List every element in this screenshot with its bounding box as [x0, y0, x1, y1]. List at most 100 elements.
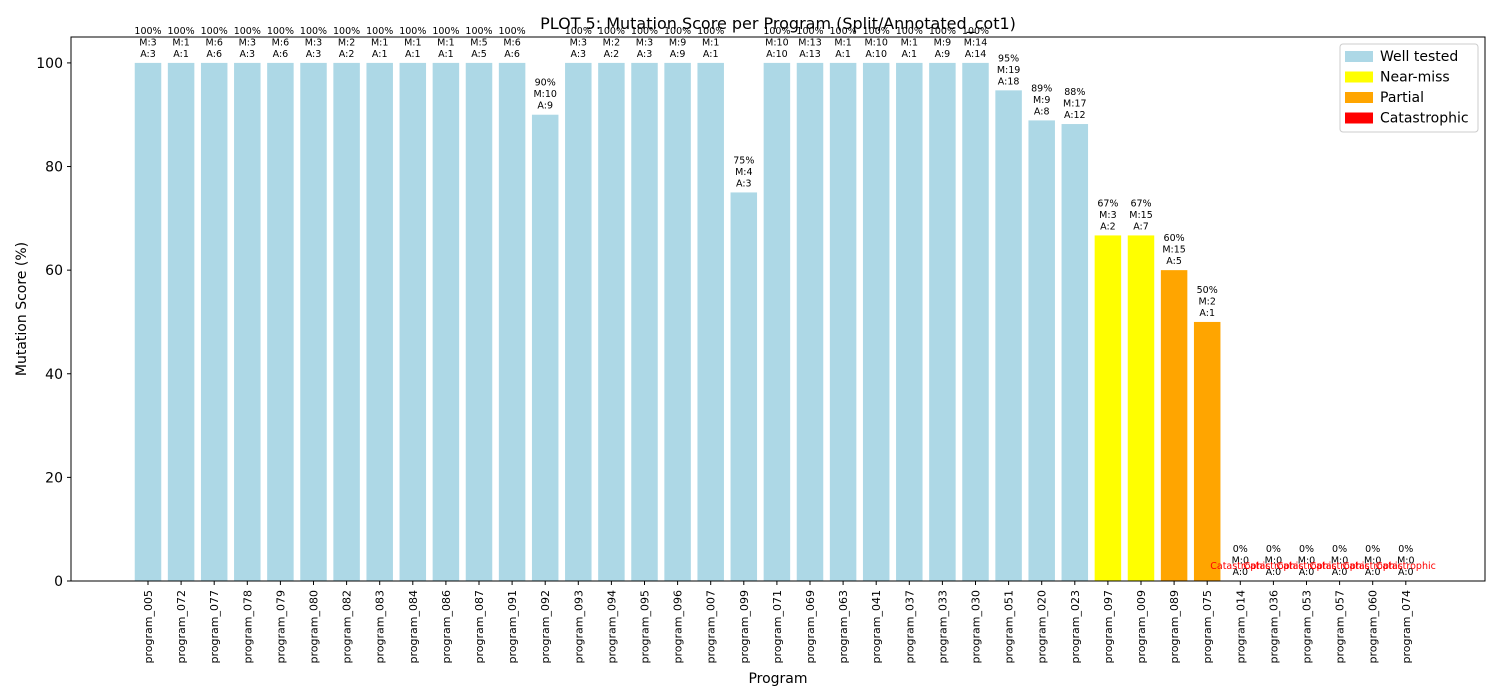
bar-annotation: 67%	[1130, 198, 1151, 209]
bar-annotation: 88%	[1064, 87, 1085, 98]
x-tick-label: program_086	[440, 590, 453, 663]
x-tick-label: program_063	[837, 590, 850, 663]
bar-annotation: A:6	[273, 49, 289, 60]
bar-annotation: 50%	[1197, 285, 1218, 296]
x-tick-label: program_092	[539, 590, 552, 663]
bar	[1160, 270, 1188, 581]
legend-frame	[1339, 43, 1479, 133]
bar-annotation: 100%	[333, 26, 360, 37]
bar-annotation: M:2	[603, 37, 620, 48]
bar-annotation: M:3	[305, 37, 322, 48]
bar	[1127, 235, 1155, 581]
bar-annotation: A:10	[766, 49, 788, 60]
bar	[498, 62, 526, 581]
bar	[896, 62, 923, 581]
bar	[862, 62, 890, 581]
bar-annotation: A:5	[471, 49, 487, 60]
bar-annotation: M:6	[272, 37, 289, 48]
bar-annotation: 100%	[168, 26, 195, 37]
x-tick-label: program_072	[175, 590, 188, 663]
x-tick-label: program_080	[308, 590, 321, 663]
bar	[565, 62, 592, 581]
bar-annotation: M:0	[1364, 556, 1381, 567]
bar-annotation: A:1	[902, 49, 918, 60]
bar-annotation: M:14	[964, 37, 988, 48]
bar-annotation: A:1	[438, 49, 454, 60]
x-tick-label: program_074	[1400, 590, 1413, 663]
x-tick-label: program_060	[1367, 590, 1380, 663]
bar	[664, 62, 691, 581]
bar-annotation: 0%	[1332, 544, 1347, 555]
bar	[631, 62, 658, 581]
x-tick-label: program_083	[374, 590, 387, 663]
y-tick-label: 0	[54, 574, 63, 590]
x-tick-label: program_009	[1135, 590, 1148, 663]
bar-annotation: A:13	[799, 49, 821, 60]
y-axis: 0 20 40 60 80 100	[36, 56, 71, 590]
x-tick-label: program_093	[572, 590, 585, 663]
x-axis: program_005 program_072 program_077 program…	[142, 581, 1413, 663]
bar-annotation: 100%	[631, 26, 658, 37]
bar-annotation: A:1	[1199, 308, 1215, 319]
bar-annotation: M:9	[669, 37, 686, 48]
bar-annotation: A:0	[1398, 567, 1414, 578]
bar-annotation: A:1	[835, 49, 851, 60]
x-tick-label: program_037	[903, 590, 916, 663]
bar-annotation: A:0	[1299, 567, 1315, 578]
bar-annotation: 100%	[300, 26, 327, 37]
y-tick-label: 20	[45, 470, 63, 486]
x-tick-label: program_051	[1003, 590, 1016, 663]
bar-annotation: 100%	[366, 26, 393, 37]
x-tick-label: program_082	[341, 590, 354, 663]
bar	[234, 62, 261, 581]
bar	[531, 114, 559, 582]
bar-annotation: 100%	[399, 26, 426, 37]
legend-label: Well tested	[1380, 49, 1458, 65]
y-tick-label: 80	[45, 160, 63, 176]
bar-annotation: M:0	[1397, 556, 1414, 567]
catastrophic-annotation: Catastrophic	[1243, 561, 1303, 572]
legend-swatch	[1345, 112, 1373, 124]
bar-annotation: A:0	[1332, 567, 1348, 578]
x-tick-label: program_041	[870, 590, 883, 663]
bar	[1094, 235, 1122, 581]
legend-swatch	[1345, 71, 1373, 83]
x-tick-label: program_057	[1334, 590, 1347, 663]
bar-annotation: M:6	[503, 37, 520, 48]
x-tick-label: program_075	[1201, 590, 1214, 663]
bar-annotation: A:14	[965, 49, 987, 60]
bar-annotation: A:12	[1064, 110, 1086, 121]
bar-annotation: M:10	[765, 37, 789, 48]
x-tick-label: program_097	[1102, 590, 1115, 663]
bar-annotation: A:2	[604, 49, 620, 60]
bar-annotation: 60%	[1164, 233, 1185, 244]
x-tick-label: program_087	[473, 590, 486, 663]
x-tick-label: program_095	[639, 590, 652, 663]
bar-annotation: 100%	[863, 26, 890, 37]
bar	[432, 62, 460, 581]
bar-annotation: A:6	[504, 49, 520, 60]
bar	[598, 62, 625, 581]
bar-annotation: A:2	[1100, 221, 1116, 232]
bar-annotation: 89%	[1031, 83, 1052, 94]
bar-annotation: A:7	[1133, 221, 1149, 232]
bar	[829, 62, 857, 581]
bar-annotation: 100%	[565, 26, 592, 37]
bar-annotation: M:0	[1232, 556, 1249, 567]
legend-label: Near-miss	[1380, 70, 1450, 86]
legend-label: Catastrophic	[1380, 111, 1469, 127]
bar-annotation: M:19	[997, 65, 1021, 76]
bar-annotation: A:18	[998, 76, 1020, 87]
bar-annotation: M:4	[735, 167, 752, 178]
chart-title: PLOT 5: Mutation Score per Program (Spli…	[540, 14, 1016, 34]
bar-annotation: A:3	[306, 49, 322, 60]
bar-annotation: A:8	[1034, 106, 1050, 117]
bar-annotation: A:3	[140, 49, 156, 60]
bar-annotation: 0%	[1365, 544, 1380, 555]
bar-annotation: M:2	[338, 37, 355, 48]
bar-annotation: A:1	[372, 49, 388, 60]
bar-annotation: A:2	[339, 49, 355, 60]
bar-annotation: 100%	[830, 26, 857, 37]
x-tick-label: program_084	[407, 590, 420, 663]
